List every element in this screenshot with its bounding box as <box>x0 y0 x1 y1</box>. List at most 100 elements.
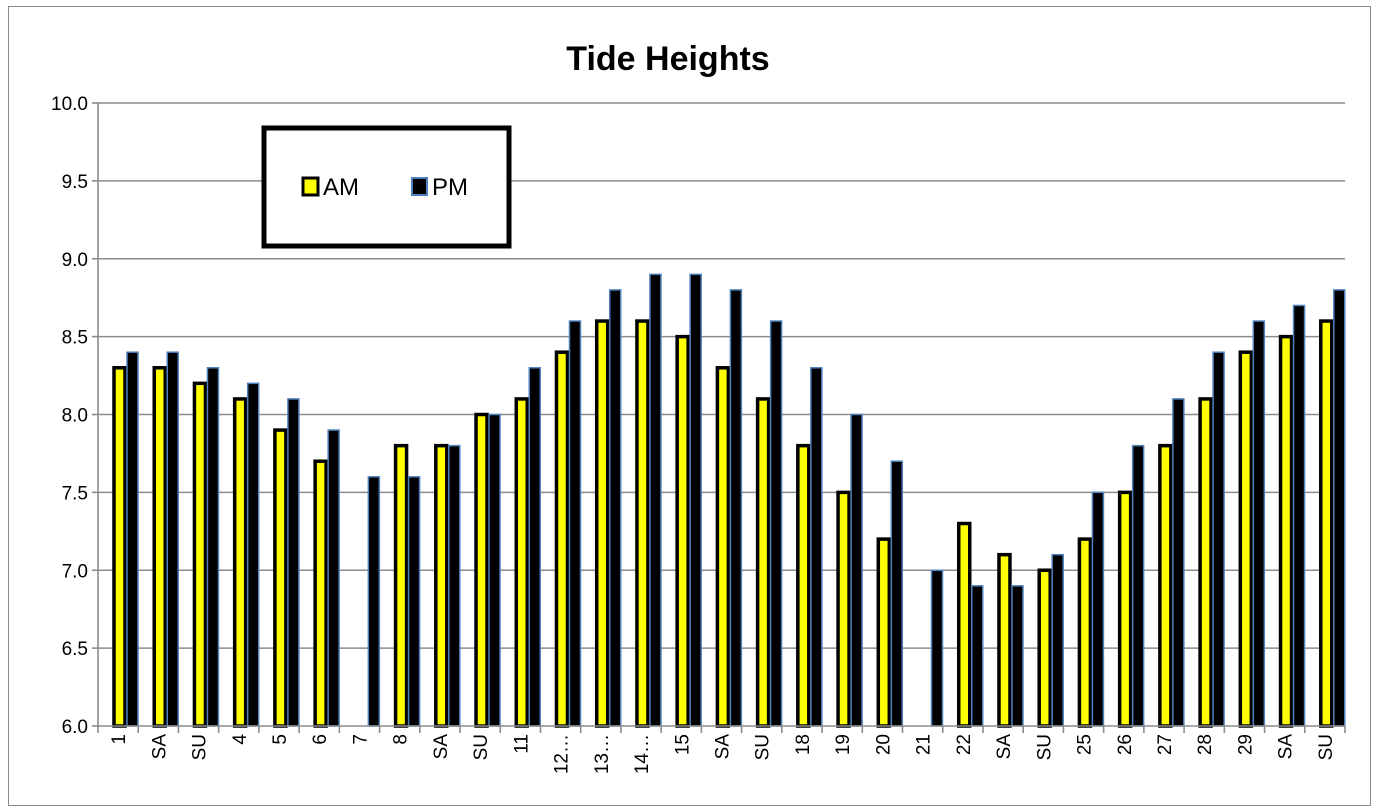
y-tick-label: 7.0 <box>62 561 88 582</box>
y-tick-label: 10.0 <box>51 94 88 115</box>
x-tick-label: 13… <box>592 734 613 774</box>
x-tick-label: 26 <box>1115 734 1136 755</box>
bar-am <box>114 368 125 726</box>
x-tick-label: 22 <box>954 734 975 755</box>
bar-am <box>235 399 246 726</box>
x-tick-label: 8 <box>391 734 412 745</box>
legend: AM PM <box>264 128 509 246</box>
bar-am <box>194 383 205 726</box>
bar-am <box>597 321 608 726</box>
bar-pm <box>690 274 701 726</box>
x-tick-label: SA <box>713 734 734 760</box>
bar-am <box>798 446 809 726</box>
x-tick-label: 15 <box>672 734 693 755</box>
bar-pm <box>328 430 339 726</box>
x-tick-label: 4 <box>230 734 251 745</box>
x-tick-label: 1 <box>109 734 130 745</box>
bar-am <box>556 352 567 726</box>
bar-pm <box>1253 321 1264 726</box>
bar-pm <box>1213 352 1224 726</box>
bar-pm <box>1052 555 1063 726</box>
bar-pm <box>368 477 379 726</box>
bar-am <box>154 368 165 726</box>
bar-am <box>436 446 447 726</box>
bar-am <box>878 539 889 726</box>
x-tick-label: 6 <box>310 734 331 745</box>
bar-pm <box>529 368 540 726</box>
y-tick-label: 6.0 <box>62 717 88 738</box>
legend-am-label: AM <box>323 174 359 201</box>
bar-pm <box>851 415 862 727</box>
y-tick-label: 9.5 <box>62 172 88 193</box>
bar-am <box>1240 352 1251 726</box>
x-tick-label: 28 <box>1195 734 1216 755</box>
bar-am <box>516 399 527 726</box>
x-tick-label: 20 <box>873 734 894 755</box>
x-tick-label: SU <box>471 734 492 760</box>
x-tick-label: 19 <box>833 734 854 755</box>
bar-am <box>999 555 1010 726</box>
x-tick-label: SU <box>753 734 774 760</box>
bar-pm <box>248 383 259 726</box>
x-tick-label: 21 <box>914 734 935 755</box>
bar-am <box>677 337 688 726</box>
bar-pm <box>610 290 621 726</box>
bar-pm <box>1334 290 1345 726</box>
x-tick-label: SA <box>1276 734 1297 760</box>
legend-pm-swatch <box>412 178 427 195</box>
x-tick-label: SA <box>149 734 170 760</box>
bar-am <box>1039 570 1050 726</box>
bar-pm <box>932 570 943 726</box>
x-tick-label: 27 <box>1155 734 1176 755</box>
x-tick-label: SA <box>994 734 1015 760</box>
x-tick-label: 14… <box>632 734 653 774</box>
bar-pm <box>730 290 741 726</box>
legend-am-swatch <box>303 178 318 195</box>
x-tick-label: SA <box>431 734 452 760</box>
bar-am <box>1079 539 1090 726</box>
bar-pm <box>1294 305 1305 726</box>
bar-am <box>758 399 769 726</box>
bar-am <box>1200 399 1211 726</box>
bar-am <box>1120 492 1131 726</box>
y-axis: 6.0 6.5 7.0 7.5 8.0 8.5 9.0 9.5 10.0 <box>51 94 98 738</box>
x-tick-label: 7 <box>350 734 371 745</box>
bar-am <box>959 524 970 726</box>
bar-am <box>315 461 326 726</box>
x-tick-label: 11 <box>511 734 532 754</box>
bar-pm <box>891 461 902 726</box>
bar-am <box>637 321 648 726</box>
x-tick-label: SU <box>190 734 211 760</box>
y-tick-label: 6.5 <box>62 639 88 660</box>
y-tick-label: 9.0 <box>62 250 88 271</box>
bar-pm <box>1012 586 1023 726</box>
bar-am <box>275 430 286 726</box>
y-tick-label: 7.5 <box>62 483 88 504</box>
bar-am <box>396 446 407 726</box>
bar-pm <box>972 586 983 726</box>
bar-pm <box>1173 399 1184 726</box>
y-tick-label: 8.0 <box>62 406 88 427</box>
x-tick-label: 29 <box>1235 734 1256 755</box>
bar-pm <box>449 446 460 726</box>
legend-box <box>264 128 509 246</box>
bars <box>114 274 1345 726</box>
bar-am <box>838 492 849 726</box>
bar-pm <box>771 321 782 726</box>
bar-pm <box>409 477 420 726</box>
bar-am <box>717 368 728 726</box>
x-tick-label: 25 <box>1075 734 1096 755</box>
bar-pm <box>569 321 580 726</box>
bar-am <box>1281 337 1292 726</box>
x-tick-label: SU <box>1034 734 1055 760</box>
bar-pm <box>207 368 218 726</box>
x-tick-label: 12… <box>552 734 573 774</box>
bar-am <box>476 415 487 727</box>
bar-pm <box>167 352 178 726</box>
x-tick-label: 18 <box>793 734 814 755</box>
bar-pm <box>1092 492 1103 726</box>
bar-pm <box>288 399 299 726</box>
x-tick-label: 5 <box>270 734 291 745</box>
x-tick-label: SU <box>1316 734 1337 760</box>
